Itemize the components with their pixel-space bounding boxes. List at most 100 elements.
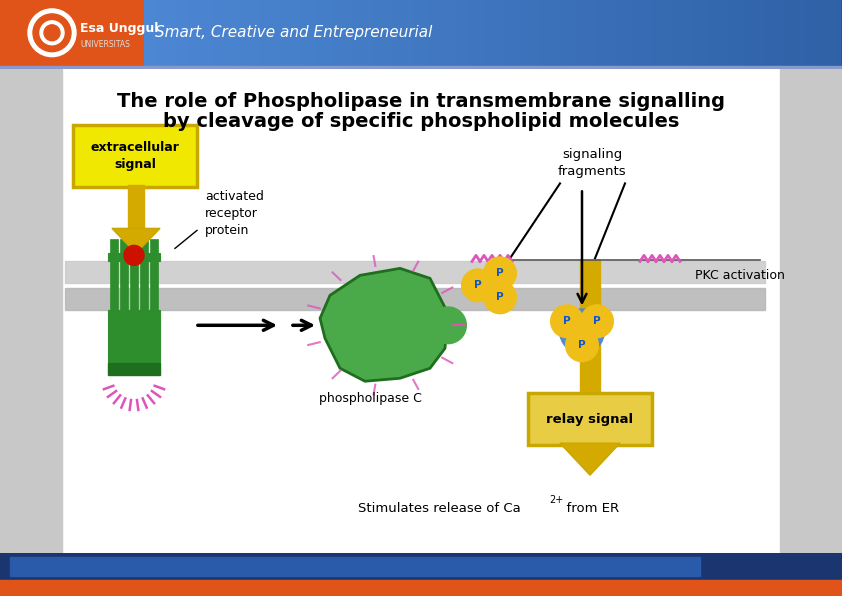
Text: relay signal: relay signal — [546, 412, 633, 426]
Bar — [639, 0, 646, 69]
Circle shape — [44, 25, 60, 41]
Bar — [780, 69, 842, 553]
Bar — [786, 0, 793, 69]
Bar — [580, 260, 600, 315]
Bar — [758, 0, 765, 69]
Bar — [289, 0, 296, 69]
Bar — [373, 0, 381, 69]
Bar — [345, 0, 352, 69]
Bar — [233, 0, 240, 69]
Bar — [429, 0, 436, 69]
Bar — [688, 0, 695, 69]
Bar — [108, 364, 160, 375]
Text: 2+: 2+ — [549, 495, 563, 505]
Bar — [450, 0, 457, 69]
Circle shape — [560, 309, 604, 353]
Bar — [310, 0, 317, 69]
Bar — [702, 0, 709, 69]
Polygon shape — [560, 443, 620, 475]
Circle shape — [28, 9, 76, 57]
Bar — [108, 253, 160, 262]
Text: P: P — [593, 316, 601, 326]
Bar — [457, 0, 464, 69]
Bar — [779, 0, 786, 69]
Circle shape — [484, 281, 516, 313]
Bar — [150, 240, 158, 311]
Bar — [156, 0, 163, 69]
Text: activated
receptor
protein: activated receptor protein — [205, 190, 264, 237]
Bar — [317, 0, 324, 69]
Bar — [408, 0, 415, 69]
Bar — [485, 0, 493, 69]
Bar — [744, 0, 751, 69]
Bar — [0, 553, 842, 580]
Bar — [108, 311, 160, 364]
Bar — [569, 0, 576, 69]
Text: P: P — [578, 340, 586, 350]
Bar — [653, 0, 660, 69]
Bar — [0, 0, 142, 69]
Bar — [303, 0, 310, 69]
FancyBboxPatch shape — [528, 393, 652, 445]
Bar — [632, 0, 639, 69]
Circle shape — [484, 257, 516, 289]
Bar — [562, 0, 569, 69]
Bar — [814, 0, 821, 69]
Circle shape — [581, 305, 613, 337]
Text: P: P — [496, 268, 504, 278]
Bar — [800, 0, 807, 69]
Bar — [254, 0, 261, 69]
Bar — [835, 0, 842, 69]
Bar — [415, 0, 422, 69]
Bar — [0, 580, 842, 596]
Bar — [443, 0, 450, 69]
Circle shape — [430, 308, 466, 343]
Bar — [646, 0, 653, 69]
Bar — [625, 0, 632, 69]
Bar — [604, 0, 611, 69]
Bar — [0, 69, 62, 553]
Text: P: P — [474, 280, 482, 290]
Bar — [282, 0, 289, 69]
Bar — [142, 0, 149, 69]
Bar — [191, 0, 198, 69]
Bar — [170, 0, 177, 69]
Text: P: P — [496, 292, 504, 302]
Bar — [821, 0, 829, 69]
Bar — [737, 0, 744, 69]
Bar — [580, 315, 600, 395]
Bar — [807, 0, 814, 69]
Circle shape — [124, 246, 144, 265]
Text: phospholipase C: phospholipase C — [318, 392, 422, 405]
Circle shape — [462, 269, 494, 302]
Bar — [506, 0, 514, 69]
Bar — [436, 0, 443, 69]
Bar — [120, 240, 128, 311]
Bar — [723, 0, 730, 69]
Bar — [387, 0, 394, 69]
Bar — [149, 0, 157, 69]
Bar — [828, 0, 835, 69]
Bar — [394, 0, 401, 69]
Text: extracellular
signal: extracellular signal — [91, 141, 179, 172]
Bar — [709, 0, 717, 69]
Bar — [140, 240, 148, 311]
Bar — [331, 0, 338, 69]
Bar — [65, 262, 765, 283]
Bar — [667, 0, 674, 69]
Bar — [366, 0, 373, 69]
Bar — [422, 0, 429, 69]
Bar — [492, 0, 499, 69]
Bar — [10, 557, 700, 576]
Text: Esa Unggul: Esa Unggul — [80, 22, 158, 35]
Bar — [499, 0, 506, 69]
Circle shape — [551, 305, 583, 337]
Circle shape — [40, 21, 64, 45]
Bar — [226, 0, 233, 69]
Bar — [0, 0, 142, 69]
Bar — [674, 0, 681, 69]
Text: from ER: from ER — [558, 502, 619, 514]
Bar — [163, 0, 170, 69]
Bar — [583, 0, 590, 69]
Bar — [0, 66, 842, 69]
